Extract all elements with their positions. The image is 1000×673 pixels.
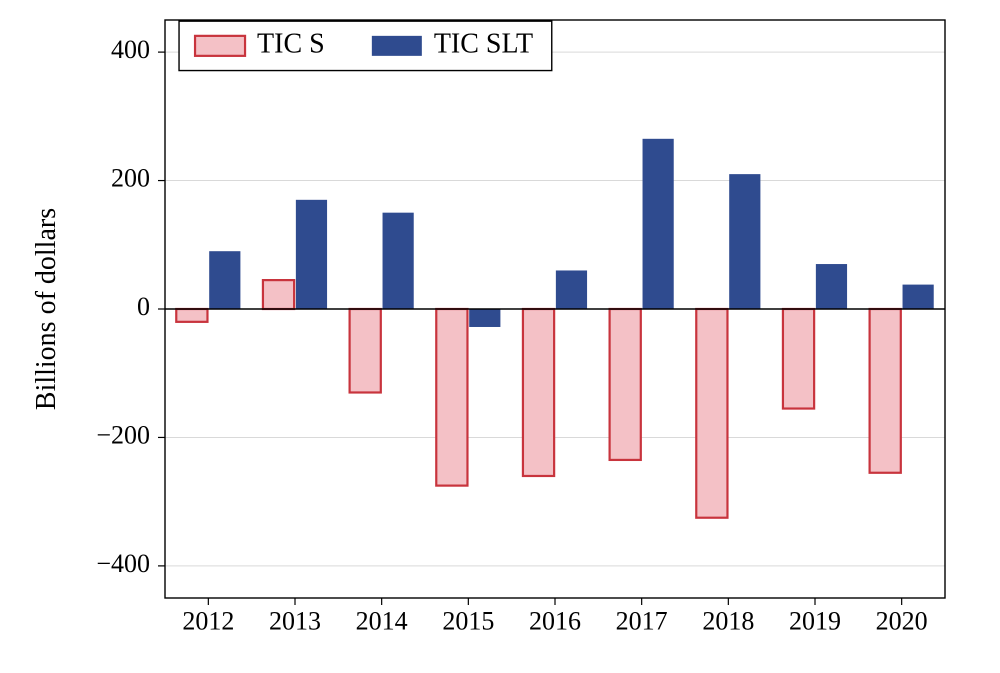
bar-tic-s	[783, 309, 814, 409]
bar-tic-slt	[816, 264, 847, 309]
bar-tic-slt	[296, 200, 327, 309]
bar-tic-s	[523, 309, 554, 476]
bar-tic-slt	[383, 213, 414, 309]
chart-container: −400 −200 0 200 400 2012 2013 2014 2015 2016 2017 2…	[0, 0, 1000, 673]
x-tick-label: 2012	[182, 607, 234, 636]
x-tick-label: 2019	[789, 607, 841, 636]
x-tick-label: 2018	[702, 607, 754, 636]
bar-tic-s	[610, 309, 641, 460]
bar-tic-slt	[729, 174, 760, 309]
bar-tic-s	[176, 309, 207, 322]
bar-tic-s	[263, 280, 294, 309]
legend-label: TIC SLT	[434, 28, 533, 59]
y-tick-label: 400	[111, 35, 150, 64]
legend-swatch	[372, 36, 422, 56]
bar-tic-slt	[556, 270, 587, 309]
y-tick-label: −400	[96, 549, 150, 578]
bar-tic-slt	[643, 139, 674, 309]
x-tick-label: 2020	[876, 607, 928, 636]
legend: TIC S TIC SLT	[179, 21, 552, 70]
x-tick-label: 2017	[616, 607, 668, 636]
x-tick-label: 2013	[269, 607, 321, 636]
bar-tic-s	[870, 309, 901, 473]
bar-tic-s	[350, 309, 381, 392]
bar-tic-s	[436, 309, 467, 486]
legend-label: TIC S	[257, 28, 325, 59]
bar-chart: −400 −200 0 200 400 2012 2013 2014 2015 2016 2017 2…	[0, 0, 1000, 673]
y-tick-label: 200	[111, 164, 150, 193]
y-tick-label: 0	[137, 292, 150, 321]
y-axis-label: Billions of dollars	[31, 208, 62, 410]
bar-tic-s	[696, 309, 727, 518]
x-tick-label: 2014	[356, 607, 408, 636]
x-tick-label: 2016	[529, 607, 581, 636]
bar-tic-slt	[469, 309, 500, 327]
legend-swatch	[195, 36, 245, 56]
x-tick-label: 2015	[442, 607, 494, 636]
bar-tic-slt	[209, 251, 240, 309]
bar-tic-slt	[903, 285, 934, 309]
y-tick-label: −200	[96, 420, 150, 449]
